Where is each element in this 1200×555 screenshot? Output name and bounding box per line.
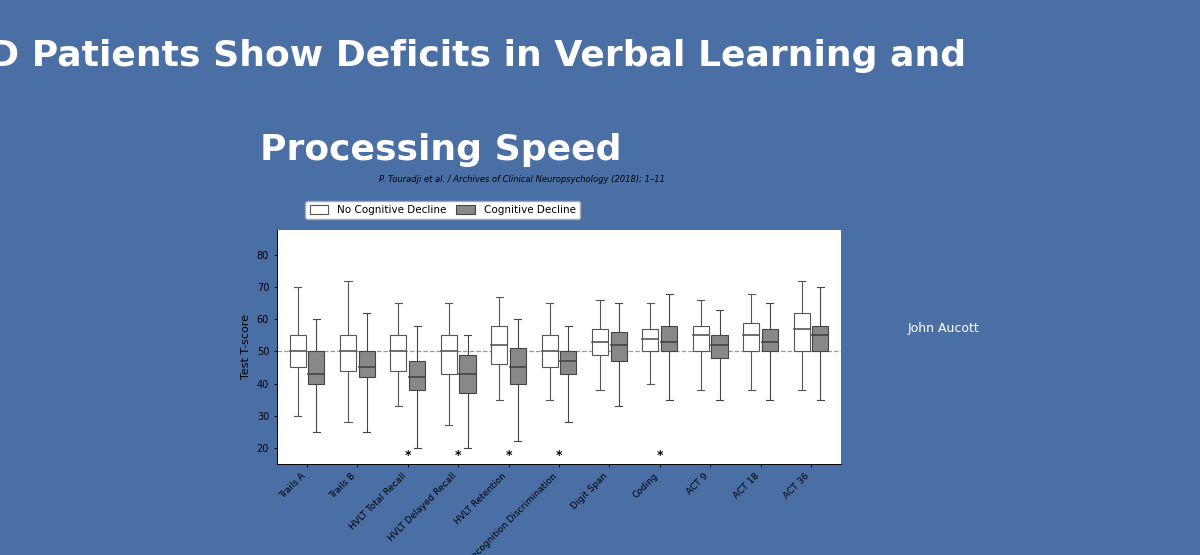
Bar [611,332,626,361]
Text: P. Touradji et al. / Archives of Clinical Neuropsychology (2018); 1–11: P. Touradji et al. / Archives of Clinica… [379,175,665,184]
Bar [409,361,425,390]
Legend: No Cognitive Decline, Cognitive Decline: No Cognitive Decline, Cognitive Decline [306,201,580,219]
Bar [743,322,760,351]
Text: *: * [404,449,412,462]
Bar [592,329,608,355]
Bar [460,355,475,393]
Y-axis label: Test T-score: Test T-score [241,314,251,379]
Text: PTLD Patients Show Deficits in Verbal Learning and: PTLD Patients Show Deficits in Verbal Le… [0,39,966,73]
Bar [560,351,576,374]
Bar [712,335,727,358]
Bar [510,348,526,384]
Bar [359,351,374,377]
Bar [390,335,407,371]
Text: John Aucott: John Aucott [907,322,979,335]
Text: *: * [455,449,462,462]
Bar [692,326,709,351]
Text: *: * [505,449,512,462]
Bar [289,335,306,367]
Bar [491,326,508,364]
Bar [308,351,324,384]
Bar [661,326,677,351]
Bar [541,335,558,367]
Text: Processing Speed: Processing Speed [260,133,622,167]
Bar [812,326,828,351]
Bar [793,313,810,351]
Bar [340,335,356,371]
Bar [440,335,457,374]
Bar [762,329,778,351]
Bar [642,329,659,351]
Text: *: * [556,449,563,462]
Text: *: * [656,449,664,462]
